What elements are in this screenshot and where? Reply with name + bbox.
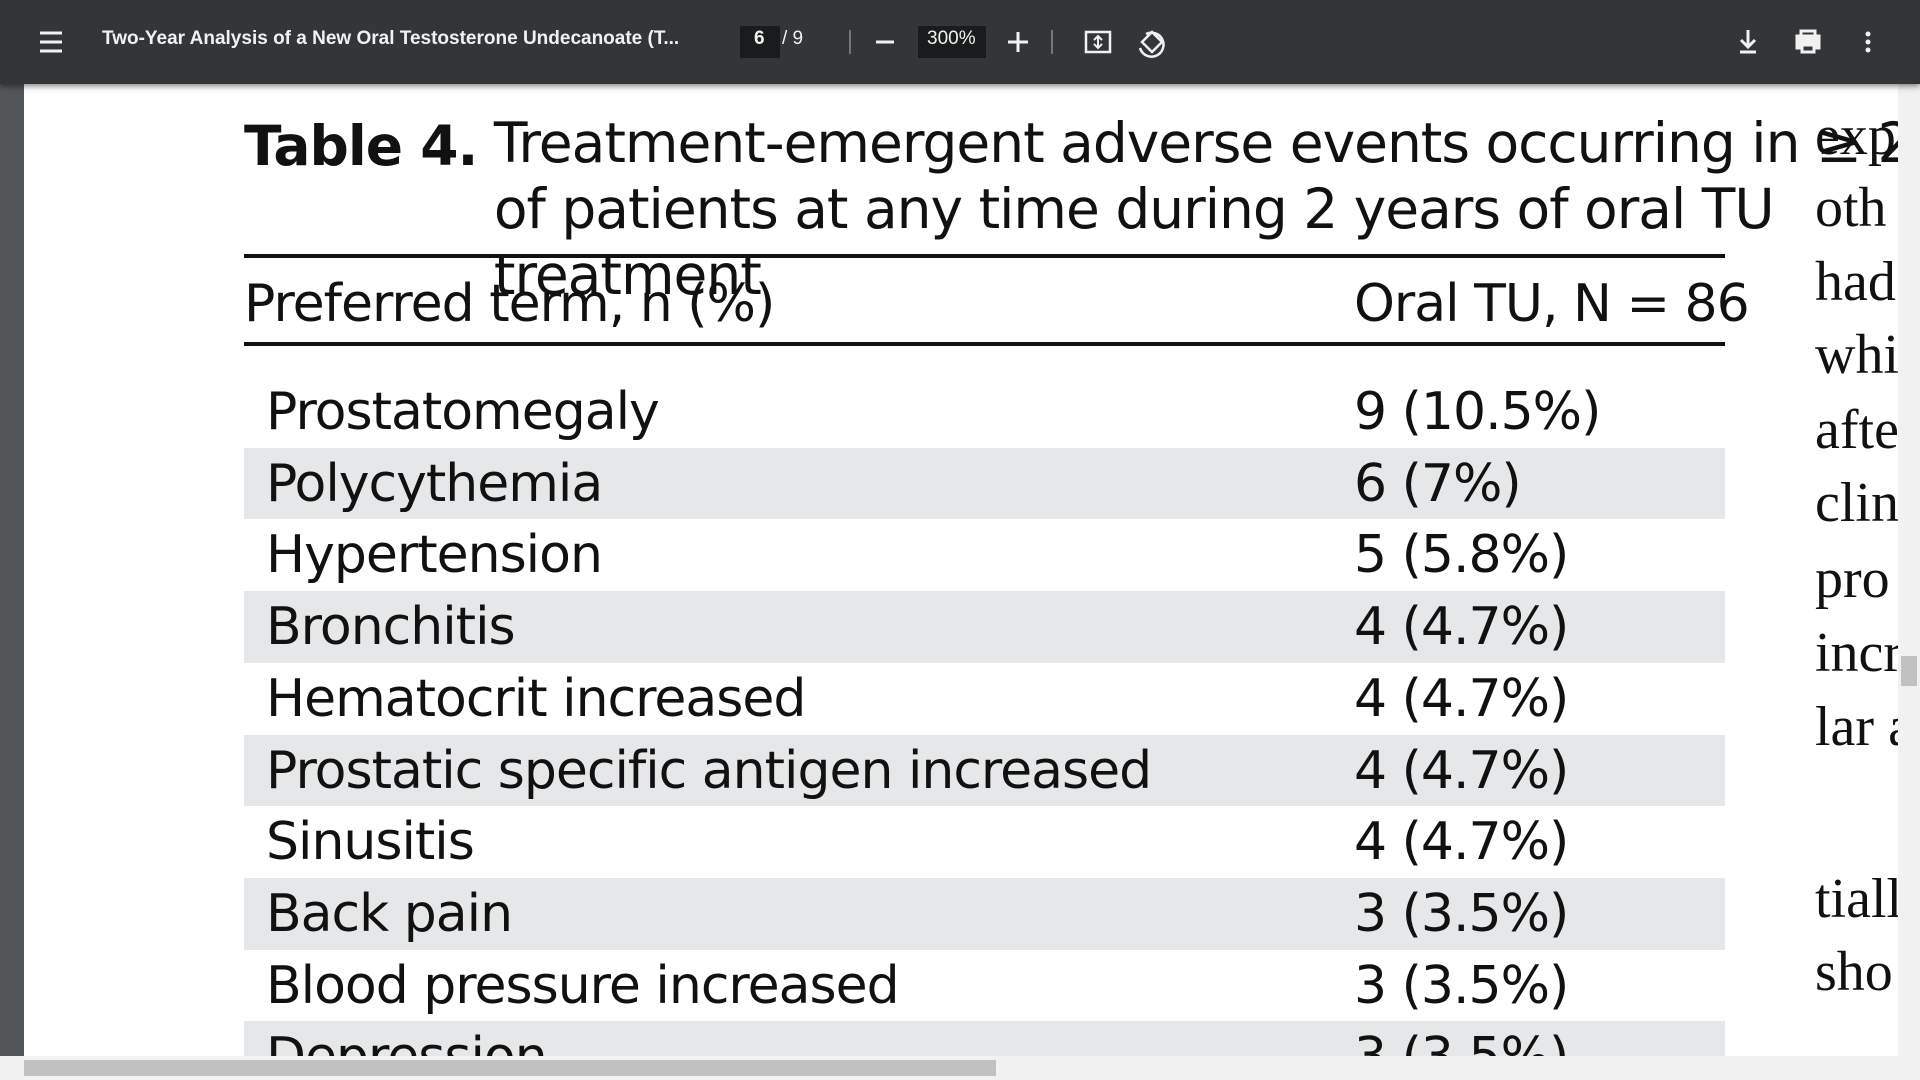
value-cell: 4 (4.7%) xyxy=(1354,812,1569,873)
caption-text: Treatment-emergent adverse events occurr… xyxy=(493,111,1898,307)
toolbar: Two-Year Analysis of a New Oral Testoste… xyxy=(0,0,1920,84)
value-cell: 5 (5.8%) xyxy=(1354,525,1569,586)
header-cell: Oral TU, N = 86 xyxy=(1354,274,1750,334)
side-text: clin xyxy=(1815,472,1898,534)
table-row: Prostatomegaly 9 (10.5%) xyxy=(244,376,1725,448)
table-row: Hypertension 5 (5.8%) xyxy=(244,519,1725,592)
table-row: Polycythemia 6 (7%) xyxy=(244,447,1725,520)
side-text: exp xyxy=(1815,105,1896,167)
term-cell: Prostatic specific antigen increased xyxy=(266,740,1152,801)
h-scrollbar[interactable] xyxy=(0,1056,1898,1080)
side-text: incr xyxy=(1815,622,1898,684)
zoom-level[interactable]: 300% xyxy=(927,28,976,49)
table-label: Table 4. xyxy=(244,114,478,178)
term-cell: Sinusitis xyxy=(266,812,475,873)
side-text: pro xyxy=(1815,548,1890,610)
term-cell: Bronchitis xyxy=(266,597,516,658)
more-icon[interactable] xyxy=(1865,31,1871,53)
table-row: Sinusitis 4 (4.7%) xyxy=(244,806,1725,879)
rule xyxy=(244,254,1725,258)
value-cell: 3 (3.5%) xyxy=(1354,955,1569,1016)
pdf-page: Table 4. Treatment-emergent adverse even… xyxy=(24,84,1898,1056)
toolbar-icons xyxy=(40,26,1871,58)
page-box[interactable] xyxy=(740,26,780,58)
term-cell: Depression xyxy=(266,1027,548,1056)
value-cell: 9 (10.5%) xyxy=(1354,382,1601,442)
zoom-box[interactable] xyxy=(918,26,986,58)
v-scrollbar[interactable] xyxy=(1898,84,1920,1080)
side-text: whi xyxy=(1815,324,1898,386)
doc-title: Two-Year Analysis of a New Oral Testoste… xyxy=(102,28,680,49)
value-cell: 3 (3.5%) xyxy=(1354,1027,1569,1056)
side-text: had xyxy=(1815,251,1896,313)
side-text: tiall xyxy=(1815,868,1898,930)
table-row: Hematocrit increased 4 (4.7%) xyxy=(244,662,1725,735)
fit-icon[interactable] xyxy=(1084,30,1112,54)
side-text: lar a xyxy=(1815,696,1898,758)
header-row: Preferred term, n (%) Oral TU, N = 86 xyxy=(244,268,1750,340)
rule xyxy=(244,342,1725,346)
table-row: Prostatic specific antigen increased 4 (4… xyxy=(244,734,1725,807)
side-text: sho xyxy=(1815,941,1893,1003)
value-cell: 6 (7%) xyxy=(1354,453,1522,514)
value-cell: 3 (3.5%) xyxy=(1354,883,1569,944)
term-cell: Back pain xyxy=(266,883,513,944)
rotate-icon[interactable] xyxy=(1138,30,1165,58)
zoom-in[interactable] xyxy=(1008,32,1028,52)
table-row: Back pain 3 (3.5%) xyxy=(244,877,1725,950)
term-cell: Hypertension xyxy=(266,525,603,586)
term-cell: Prostatomegaly xyxy=(266,382,660,442)
table-row: Bronchitis 4 (4.7%) xyxy=(244,591,1725,664)
side-text: afte xyxy=(1815,399,1898,461)
table-row: Depression 3 (3.5%) xyxy=(244,1021,1725,1056)
page-total: / 9 xyxy=(782,28,804,49)
term-cell: Polycythemia xyxy=(266,453,603,514)
menu-icon[interactable] xyxy=(40,31,62,53)
term-cell: Hematocrit increased xyxy=(266,668,806,729)
table-row: Blood pressure increased 3 (3.5%) xyxy=(244,949,1725,1022)
header-cell: Preferred term, n (%) xyxy=(244,274,775,334)
value-cell: 4 (4.7%) xyxy=(1354,740,1569,801)
table-caption: Table 4. Treatment-emergent adverse even… xyxy=(244,111,1898,308)
term-cell: Blood pressure increased xyxy=(266,955,900,1016)
value-cell: 4 (4.7%) xyxy=(1354,597,1569,658)
value-cell: 4 (4.7%) xyxy=(1354,668,1569,729)
side-text: oth xyxy=(1815,177,1887,239)
download-icon[interactable] xyxy=(1739,30,1757,54)
page-number[interactable]: 6 xyxy=(754,28,765,49)
